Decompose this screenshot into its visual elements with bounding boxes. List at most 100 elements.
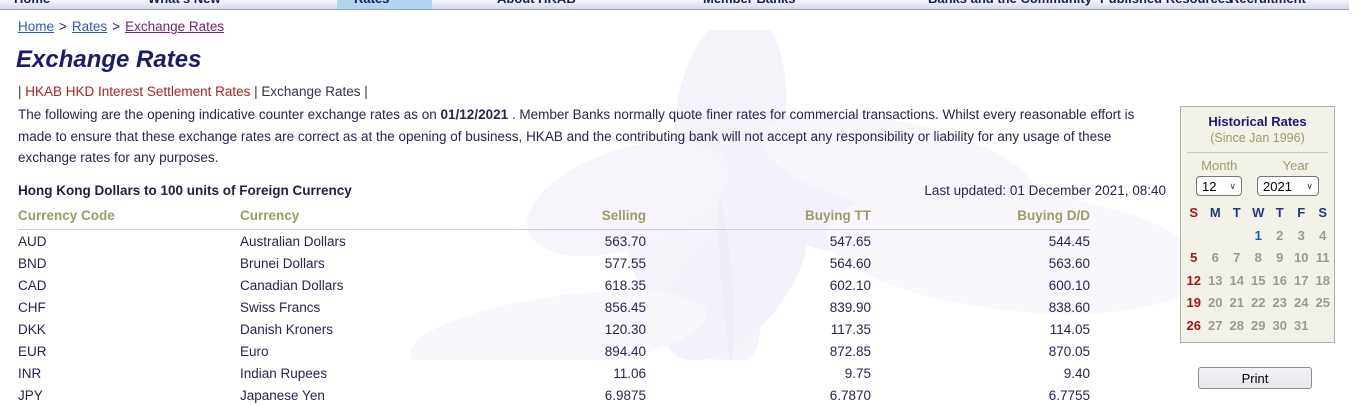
divider (1187, 152, 1328, 153)
calendar-date[interactable]: 16 (1272, 272, 1287, 288)
exchange-rates-section: Hong Kong Dollars to 100 units of Foreig… (18, 183, 1166, 406)
calendar-date[interactable]: 7 (1233, 250, 1241, 265)
calendar-date[interactable]: 29 (1251, 317, 1266, 333)
calendar-date[interactable]: 13 (1208, 272, 1223, 288)
nav-item-rates[interactable]: Rates (354, 0, 389, 9)
calendar-date[interactable]: 18 (1315, 272, 1330, 288)
breadcrumb-current-link[interactable]: Exchange Rates (125, 19, 225, 34)
calendar-date[interactable]: 20 (1208, 295, 1223, 310)
calendar-date[interactable]: 14 (1229, 272, 1244, 288)
calendar-date[interactable]: 27 (1208, 317, 1223, 333)
calendar-date[interactable]: 26 (1186, 317, 1201, 333)
currency-name: Euro (240, 344, 269, 359)
nav-item-banks-community[interactable]: Banks and the Community (928, 0, 1092, 9)
calendar-date[interactable]: 8 (1254, 250, 1262, 265)
buying-tt-rate: 602.10 (829, 278, 871, 293)
buying-dd-rate: 544.45 (1048, 234, 1090, 249)
currency-code: JPY (18, 388, 43, 403)
month-select[interactable]: 12 ∨ (1196, 176, 1242, 196)
col-header-currency: Currency (240, 200, 582, 230)
nav-item-home[interactable]: Home (14, 0, 50, 9)
buying-tt-rate: 872.85 (829, 344, 871, 359)
calendar-date[interactable]: 25 (1315, 295, 1330, 310)
calendar-empty-cell (1205, 225, 1227, 248)
currency-name: Japanese Yen (240, 388, 325, 403)
calendar-date[interactable]: 21 (1229, 295, 1244, 310)
settlement-rates-link[interactable]: HKAB HKD Interest Settlement Rates (25, 84, 251, 99)
buying-tt-rate: 564.60 (829, 256, 871, 271)
buying-dd-rate: 6.7755 (1048, 388, 1090, 403)
nav-item-published-resources[interactable]: Published Resources (1100, 0, 1232, 9)
table-row: JPY Japanese Yen 6.9875 6.7870 6.7755 (18, 384, 1090, 406)
calendar-date[interactable]: 31 (1294, 317, 1309, 333)
rate-date: 01/12/2021 (440, 107, 509, 122)
buying-tt-rate: 839.90 (829, 300, 871, 315)
breadcrumb-home-link[interactable]: Home (18, 19, 55, 34)
year-select[interactable]: 2021 ∨ (1257, 176, 1319, 196)
historical-rates-panel: Historical Rates (Since Jan 1996) Month … (1180, 106, 1335, 343)
currency-code: INR (18, 366, 42, 381)
nav-item-about-hkab[interactable]: About HKAB (497, 0, 576, 9)
calendar-day-header: F (1297, 205, 1306, 220)
calendar-day-header: S (1189, 205, 1199, 220)
calendar-date[interactable]: 23 (1272, 295, 1287, 310)
buying-tt-rate: 117.35 (830, 322, 871, 337)
calendar-date[interactable]: 9 (1276, 250, 1284, 265)
nav-active-highlight (337, 0, 432, 9)
sub-navigation: | HKAB HKD Interest Settlement Rates | E… (18, 84, 368, 99)
calendar-empty-cell (1226, 225, 1248, 248)
currency-name: Canadian Dollars (240, 278, 344, 293)
calendar: S M T W T F S 1 2 3 4 5 6 7 8 9 10 11 12… (1183, 202, 1334, 337)
top-navigation: Home What's New Rates About HKAB Member … (0, 0, 1349, 10)
calendar-date[interactable]: 24 (1294, 295, 1309, 310)
calendar-date[interactable]: 2 (1276, 227, 1284, 243)
calendar-day-header: M (1209, 205, 1221, 220)
table-row: AUD Australian Dollars 563.70 547.65 544… (18, 230, 1090, 253)
calendar-date[interactable]: 30 (1272, 317, 1287, 333)
calendar-date[interactable]: 19 (1186, 295, 1201, 310)
print-button[interactable]: Print (1198, 367, 1312, 389)
breadcrumb-rates-link[interactable]: Rates (71, 19, 108, 34)
calendar-date[interactable]: 5 (1190, 250, 1198, 265)
intro-paragraph: The following are the opening indicative… (18, 107, 1135, 165)
breadcrumb: Home > Rates > Exchange Rates (18, 19, 224, 34)
year-select-value: 2021 (1263, 178, 1292, 194)
pipe-separator: | (254, 84, 258, 99)
calendar-date[interactable]: 6 (1211, 250, 1219, 265)
calendar-date[interactable]: 15 (1251, 272, 1266, 288)
nav-item-member-banks[interactable]: Member Banks (703, 0, 795, 9)
calendar-date[interactable]: 10 (1294, 250, 1309, 265)
table-row: DKK Danish Kroners 120.30 117.35 114.05 (18, 318, 1090, 340)
buying-dd-rate: 114.05 (1049, 322, 1090, 337)
historical-rates-title: Historical Rates (1208, 114, 1307, 129)
currency-code: EUR (18, 344, 47, 359)
nav-item-recruitment[interactable]: Recruitment (1230, 0, 1306, 9)
table-header-row: Currency Code Currency Selling Buying TT… (18, 200, 1090, 230)
calendar-empty-cell (1312, 315, 1334, 338)
buying-dd-rate: 870.05 (1048, 344, 1090, 359)
calendar-date[interactable]: 3 (1297, 227, 1305, 243)
table-caption: Hong Kong Dollars to 100 units of Foreig… (18, 183, 352, 198)
currency-name: Indian Rupees (240, 366, 328, 381)
calendar-day-header: T (1275, 205, 1284, 220)
page-title: Exchange Rates (16, 46, 202, 73)
selling-rate: 856.45 (604, 300, 646, 315)
nav-item-whats-new[interactable]: What's New (148, 0, 220, 9)
exchange-rates-table: Currency Code Currency Selling Buying TT… (18, 200, 1090, 406)
calendar-date[interactable]: 1 (1254, 227, 1262, 243)
calendar-date[interactable]: 17 (1294, 272, 1309, 288)
buying-tt-rate: 9.75 (844, 366, 871, 381)
table-row: CAD Canadian Dollars 618.35 602.10 600.1… (18, 274, 1090, 296)
calendar-date[interactable]: 28 (1229, 317, 1244, 333)
currency-code: DKK (18, 322, 46, 337)
currency-code: CAD (18, 278, 47, 293)
exchange-rates-current: Exchange Rates (261, 84, 361, 99)
calendar-date[interactable]: 22 (1251, 295, 1266, 310)
calendar-date[interactable]: 11 (1315, 250, 1330, 265)
calendar-date[interactable]: 12 (1186, 272, 1201, 288)
buying-tt-rate: 547.65 (829, 234, 871, 249)
buying-tt-rate: 6.7870 (829, 388, 871, 403)
calendar-date[interactable]: 4 (1319, 227, 1327, 243)
currency-name: Danish Kroners (240, 322, 334, 337)
selling-rate: 563.70 (604, 234, 646, 249)
